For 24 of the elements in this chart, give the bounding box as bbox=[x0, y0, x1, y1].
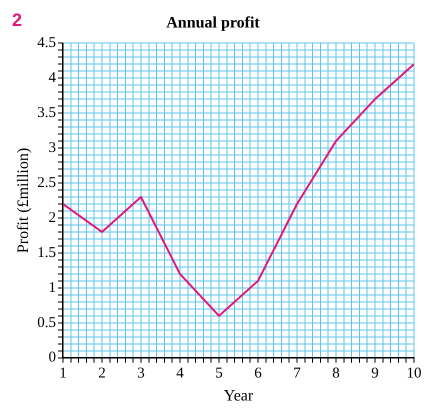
y-tick-label: 4.5 bbox=[37, 35, 56, 52]
y-axis-title: Profit (£million) bbox=[14, 148, 32, 254]
y-tick-label: 3 bbox=[48, 140, 56, 156]
x-tick-label: 5 bbox=[215, 366, 223, 382]
x-tick-label: 7 bbox=[293, 366, 302, 382]
x-axis-title: Year bbox=[224, 388, 254, 405]
x-tick-label: 6 bbox=[254, 366, 262, 382]
y-tick-label: 1 bbox=[48, 280, 56, 296]
x-tick-label: 2 bbox=[98, 366, 106, 382]
x-tick-label: 8 bbox=[332, 366, 340, 382]
y-tick-label: 2 bbox=[48, 210, 56, 226]
x-tick-label: 4 bbox=[176, 366, 184, 382]
x-tick-label: 9 bbox=[371, 366, 379, 382]
y-tick-label: 3.5 bbox=[37, 105, 56, 122]
y-tick-label: 4 bbox=[48, 70, 56, 86]
x-tick-label: 10 bbox=[406, 366, 422, 382]
y-tick-label: 0 bbox=[48, 350, 56, 366]
y-tick-label: 1.5 bbox=[37, 244, 56, 261]
x-tick-label: 3 bbox=[137, 366, 145, 382]
y-tick-label: 2.5 bbox=[37, 174, 56, 191]
x-tick-label: 1 bbox=[59, 366, 67, 382]
text: 2 bbox=[12, 10, 22, 31]
y-tick-label: 0.5 bbox=[37, 314, 56, 331]
chart-title: Annual profit bbox=[166, 14, 260, 32]
